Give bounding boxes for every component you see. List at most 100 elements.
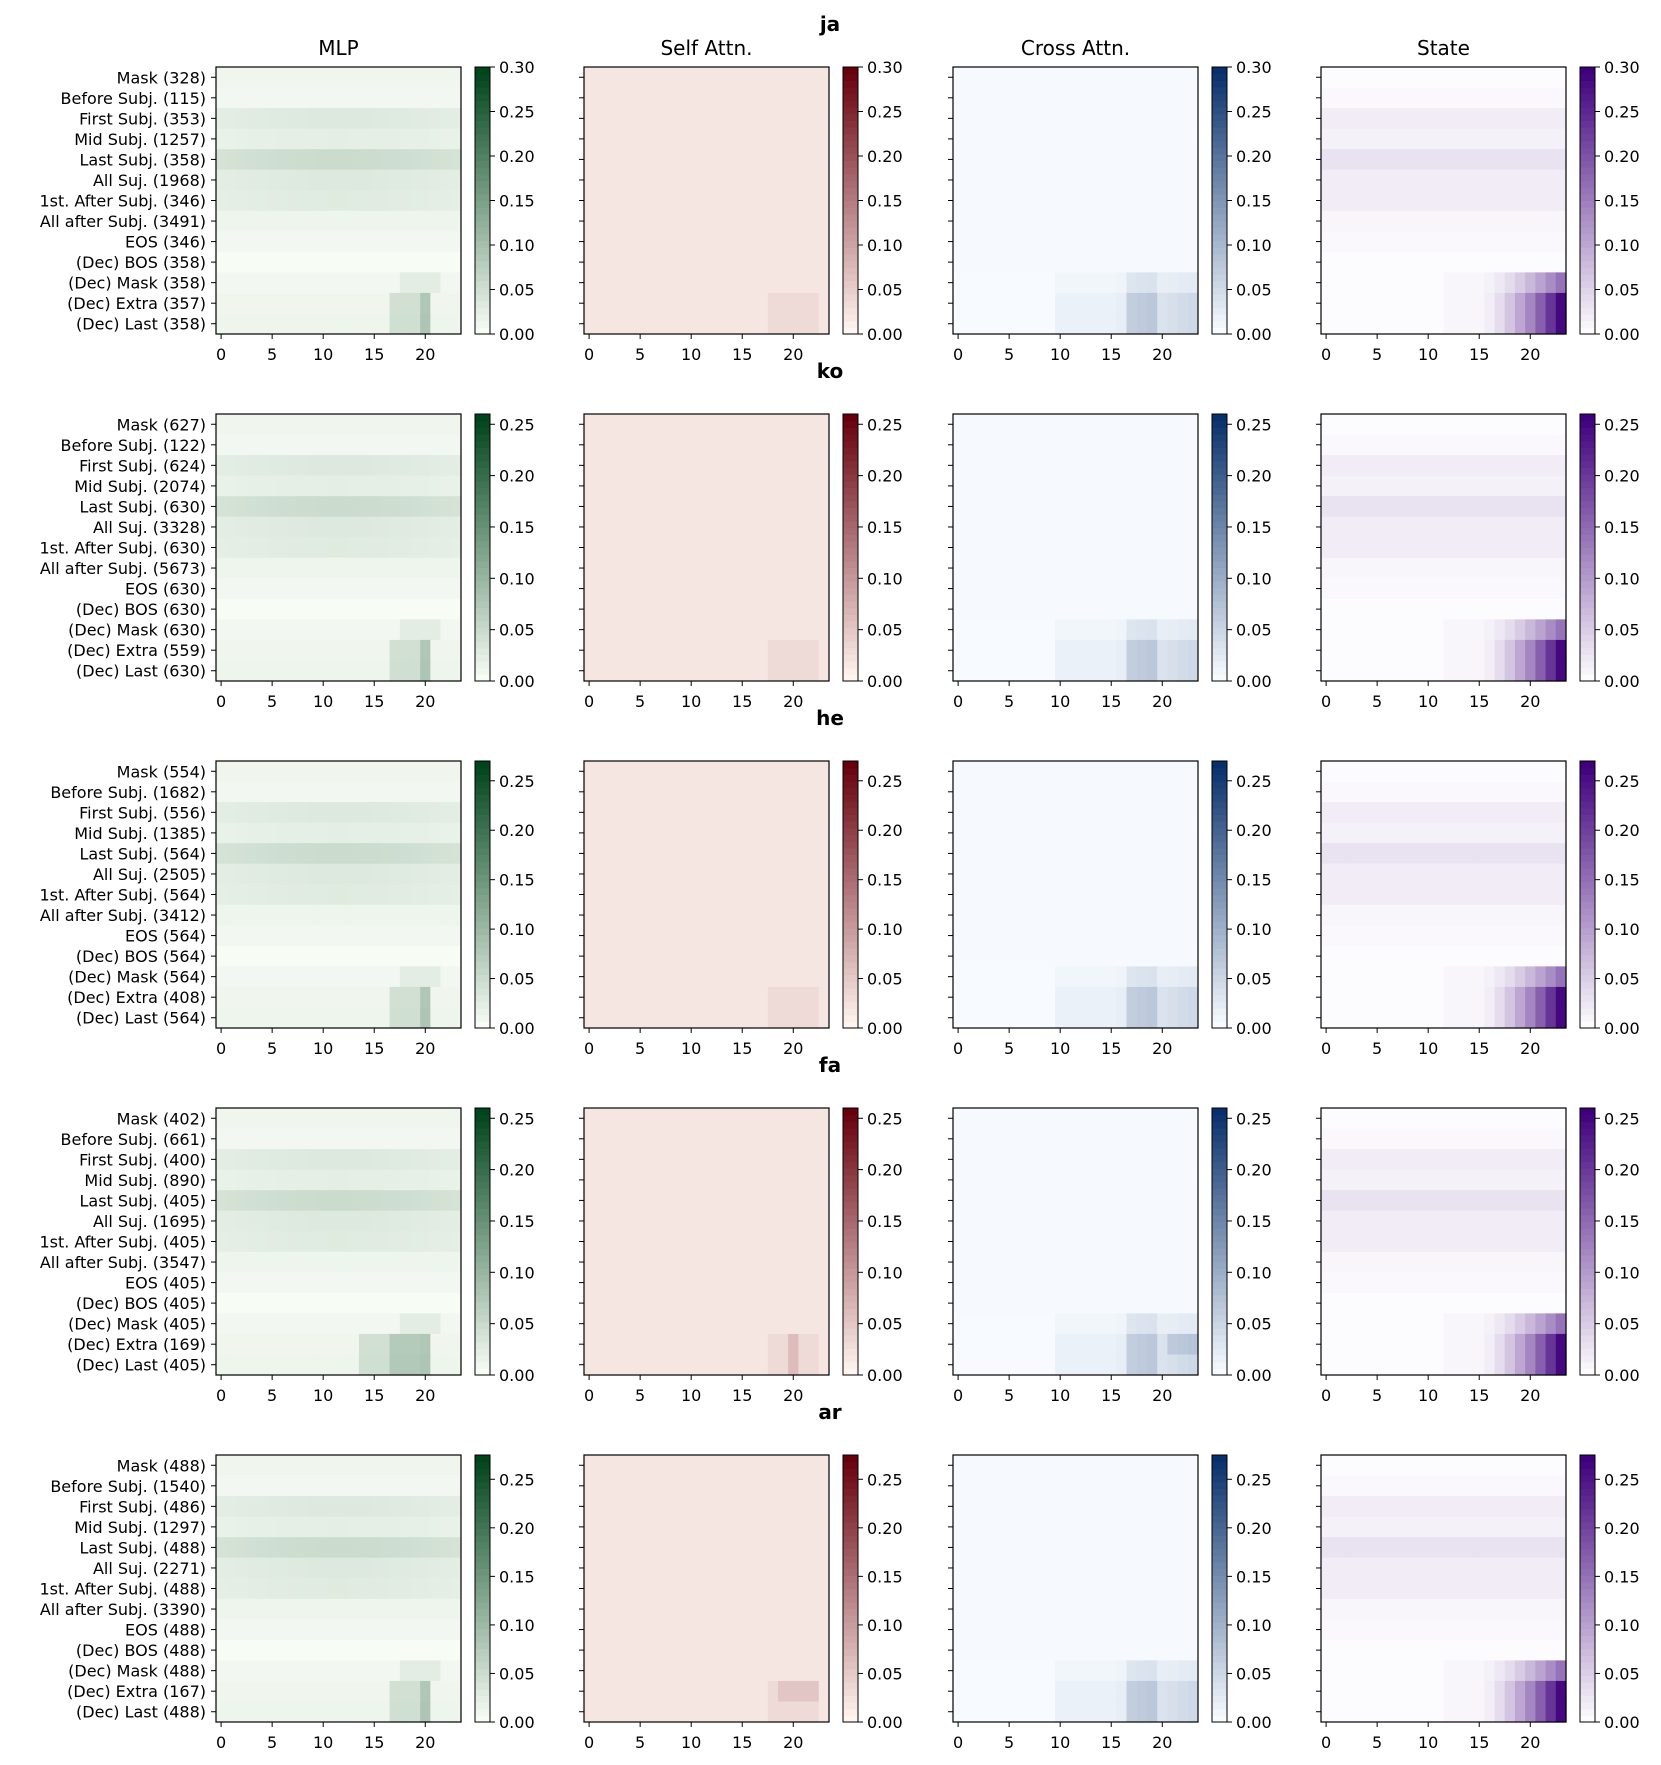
heatmap-cell xyxy=(1392,475,1404,497)
heatmap-cell xyxy=(635,251,646,273)
x-tick-label: 15 xyxy=(364,692,384,711)
heatmap-cell xyxy=(993,190,1005,212)
heatmap-cell xyxy=(594,210,606,232)
heatmap-cell xyxy=(348,434,360,456)
heatmap-cell xyxy=(256,190,268,212)
heatmap-cell xyxy=(389,1210,401,1232)
heatmap-cell xyxy=(1412,414,1424,436)
heatmap-cell xyxy=(716,884,728,906)
heatmap-cell xyxy=(1177,986,1189,1009)
heatmap-cell xyxy=(440,313,452,335)
heatmap-cell xyxy=(798,843,810,865)
heatmap-cell xyxy=(338,945,350,967)
heatmap-cell xyxy=(1361,169,1373,191)
heatmap-cell xyxy=(399,904,411,926)
heatmap-cell xyxy=(399,128,411,150)
heatmap-cell xyxy=(584,598,595,620)
heatmap-cell xyxy=(450,1190,462,1212)
heatmap-cell xyxy=(696,557,708,579)
heatmap-cell xyxy=(389,210,401,232)
heatmap-cell xyxy=(594,516,606,538)
colorbar-segment xyxy=(1212,554,1227,562)
colorbar-segment xyxy=(475,454,490,462)
colorbar-segment xyxy=(843,220,858,228)
heatmap-cell xyxy=(788,210,799,232)
heatmap-cell xyxy=(1504,231,1516,253)
heatmap-cell xyxy=(788,414,799,436)
colorbar-segment xyxy=(475,220,490,228)
heatmap-cell xyxy=(297,414,309,436)
heatmap-cell xyxy=(777,863,789,885)
heatmap-cell xyxy=(420,231,431,253)
heatmap-cell xyxy=(1004,822,1015,844)
heatmap-cell xyxy=(675,414,687,436)
heatmap-cell xyxy=(604,619,616,641)
heatmap-cell xyxy=(645,190,657,212)
heatmap-cell xyxy=(1167,87,1179,109)
heatmap-cell xyxy=(1085,802,1097,824)
heatmap-cell xyxy=(675,660,687,682)
heatmap-cell xyxy=(1187,231,1199,253)
heatmap-cell xyxy=(726,966,738,988)
heatmap-cell xyxy=(1095,802,1107,824)
heatmap-cell xyxy=(277,87,289,109)
heatmap-cell xyxy=(655,781,667,803)
heatmap-cell xyxy=(777,904,789,926)
heatmap-cell xyxy=(665,251,677,273)
heatmap-cell xyxy=(379,1210,391,1232)
heatmap-cell xyxy=(1372,781,1383,803)
heatmap-cell xyxy=(645,863,657,885)
heatmap-cell xyxy=(737,434,748,456)
colorbar-tick-label: 0.05 xyxy=(499,621,535,640)
heatmap-cell xyxy=(1545,660,1557,682)
heatmap-cell xyxy=(297,313,309,335)
heatmap-cell xyxy=(1433,108,1445,130)
heatmap-cell xyxy=(1331,761,1343,783)
heatmap-cell xyxy=(983,251,995,273)
heatmap-cell xyxy=(1167,231,1179,253)
heatmap-cell xyxy=(1351,108,1363,130)
heatmap-cell xyxy=(973,475,985,497)
heatmap-cell xyxy=(1423,108,1434,130)
heatmap-cell xyxy=(1065,557,1077,579)
heatmap-cell xyxy=(328,1292,340,1314)
colorbar-segment xyxy=(843,267,858,275)
heatmap-cell xyxy=(1555,537,1567,559)
heatmap-cell xyxy=(399,1128,411,1150)
heatmap-cell xyxy=(1412,884,1424,906)
heatmap-cell xyxy=(440,1108,452,1130)
heatmap-cell xyxy=(226,660,238,682)
heatmap-cell xyxy=(348,904,360,926)
heatmap-cell xyxy=(594,986,606,1009)
heatmap-cell xyxy=(1116,598,1128,620)
heatmap-cell xyxy=(318,1169,329,1191)
heatmap-cell xyxy=(1075,67,1087,89)
heatmap-cell xyxy=(953,578,964,600)
heatmap-cell xyxy=(1044,660,1056,682)
heatmap-cell xyxy=(1504,87,1516,109)
colorbar-segment xyxy=(1212,507,1227,515)
heatmap-cell xyxy=(440,272,452,294)
heatmap-cell xyxy=(1555,128,1567,150)
heatmap-cell xyxy=(1331,272,1343,294)
heatmap-cell xyxy=(1504,945,1516,967)
heatmap-cell xyxy=(1392,434,1404,456)
heatmap-cell xyxy=(1014,781,1026,803)
heatmap-cell xyxy=(297,1128,309,1150)
heatmap-cell xyxy=(1372,231,1383,253)
heatmap-cell xyxy=(307,598,319,620)
colorbar-segment xyxy=(1212,587,1227,595)
heatmap-cell xyxy=(399,945,411,967)
heatmap-cell xyxy=(1044,822,1056,844)
heatmap-cell xyxy=(1474,986,1485,1009)
heatmap-cell xyxy=(246,822,258,844)
colorbar-tick-label: 0.00 xyxy=(499,672,535,691)
colorbar-segment xyxy=(475,267,490,275)
heatmap-cell xyxy=(1443,822,1455,844)
heatmap-cell xyxy=(328,925,340,947)
heatmap-cell xyxy=(1423,128,1434,150)
heatmap-cell xyxy=(993,598,1005,620)
heatmap-cell xyxy=(338,986,350,1009)
colorbar-segment xyxy=(843,87,858,95)
